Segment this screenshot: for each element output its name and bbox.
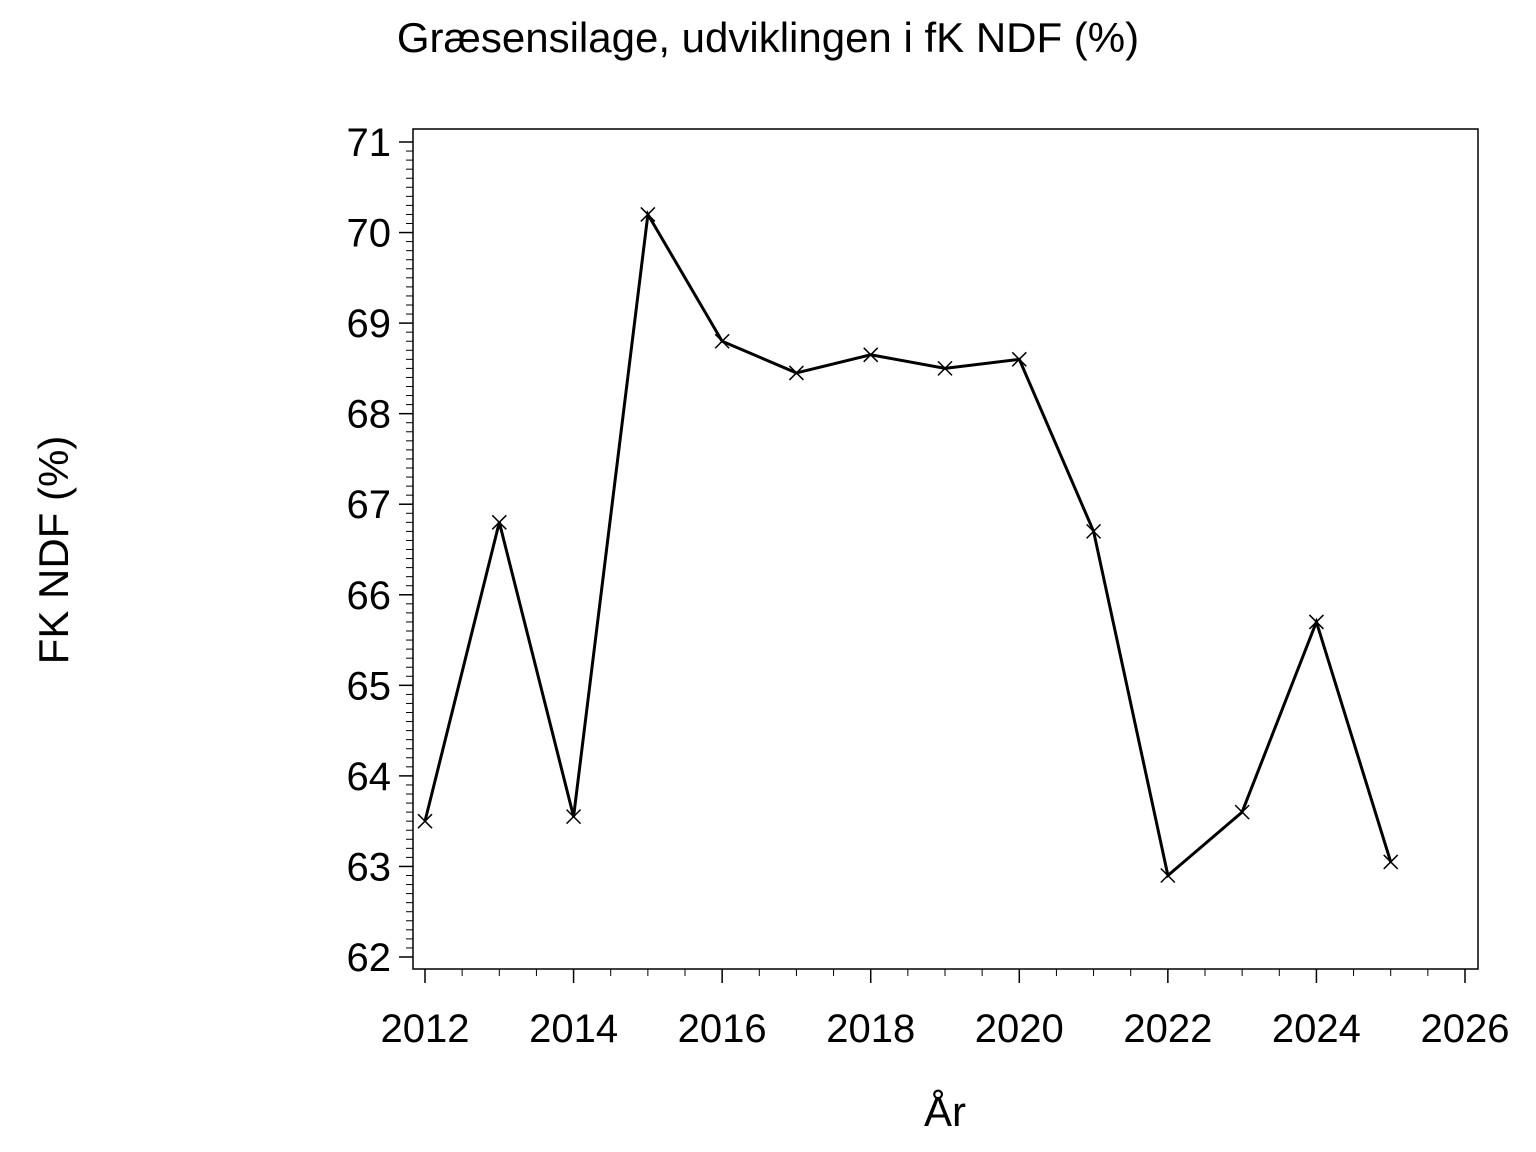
plot-area-frame: [412, 128, 1479, 970]
y-tick-label: 67: [347, 483, 392, 527]
y-tick-label: 62: [347, 936, 392, 980]
data-point-marker: [1308, 614, 1324, 630]
y-tick-label: 71: [347, 121, 392, 165]
marker-stroke: [1086, 523, 1102, 539]
x-tick-label: 2026: [1421, 1007, 1510, 1051]
y-tick-label: 64: [347, 755, 392, 799]
marker-stroke: [1383, 854, 1399, 870]
data-point-marker: [937, 360, 953, 376]
series-line: [423, 209, 1393, 879]
y-axis: 62 63 64 65 66 67 68 69 70 71: [347, 121, 413, 980]
marker-stroke: [1234, 804, 1250, 820]
data-point-marker: [863, 347, 879, 363]
marker-stroke: [417, 813, 433, 829]
y-tick-label: 65: [347, 664, 392, 708]
y-tick-label: 66: [347, 574, 392, 618]
marker-stroke: [566, 809, 582, 825]
y-tick-label: 70: [347, 212, 392, 256]
x-tick-label: 2014: [529, 1007, 618, 1051]
marker-stroke: [491, 514, 507, 530]
data-point-marker: [1234, 804, 1250, 820]
data-point-marker: [491, 514, 507, 530]
y-tick-label: 69: [347, 302, 392, 346]
data-point-marker: [1086, 523, 1102, 539]
marker-stroke: [937, 360, 953, 376]
x-axis-label: År: [924, 1088, 966, 1135]
x-axis: 2012 2014 2016 2018 2020 2022 2024 2026: [381, 969, 1510, 1051]
x-tick-label: 2018: [826, 1007, 915, 1051]
marker-stroke: [1160, 867, 1176, 884]
x-tick-label: 2024: [1272, 1007, 1361, 1051]
data-point-marker: [788, 365, 804, 381]
marker-stroke: [1308, 614, 1324, 630]
data-point-marker: [714, 333, 730, 349]
data-point-marker: [566, 809, 582, 825]
x-tick-label: 2022: [1123, 1007, 1212, 1051]
chart-title: Græsensilage, udviklingen i fK NDF (%): [397, 14, 1139, 61]
data-point-marker: [417, 813, 433, 829]
data-point-marker: [1011, 351, 1027, 367]
y-tick-label: 68: [347, 393, 392, 437]
x-tick-label: 2012: [381, 1007, 470, 1051]
data-point-marker: [1160, 867, 1176, 884]
y-axis-label: FK NDF (%): [30, 436, 77, 665]
marker-stroke: [1011, 351, 1027, 367]
marker-stroke: [788, 365, 804, 381]
x-tick-label: 2016: [678, 1007, 767, 1051]
data-point-marker: [1383, 854, 1399, 870]
marker-stroke: [863, 347, 879, 363]
y-tick-label: 63: [347, 845, 392, 889]
data-point-marker: [640, 206, 656, 222]
marker-stroke: [714, 333, 730, 349]
marker-stroke: [640, 206, 656, 222]
data-series: [417, 206, 1399, 884]
x-tick-label: 2020: [975, 1007, 1064, 1051]
